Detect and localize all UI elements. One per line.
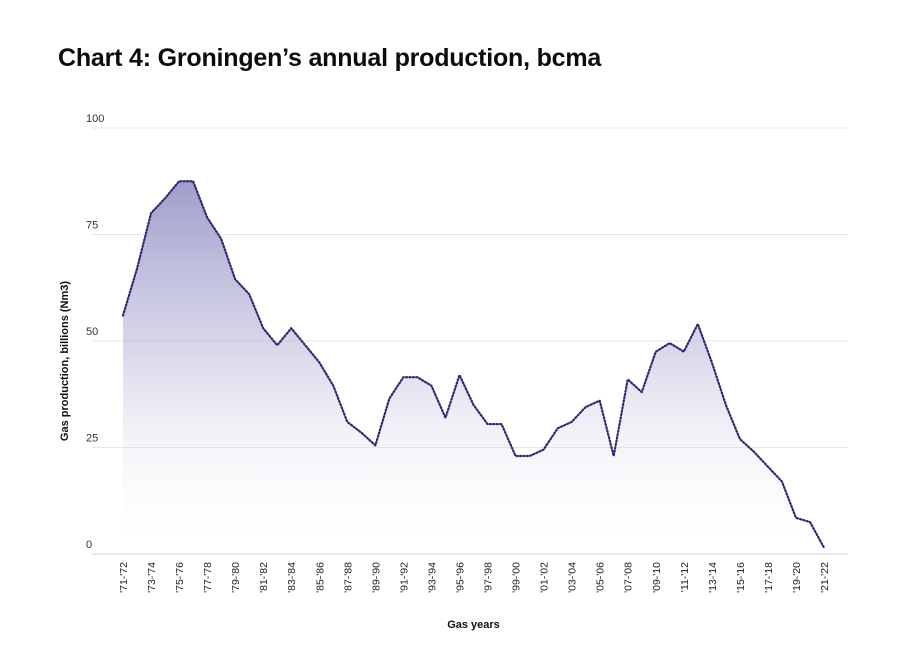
x-tick-label: '05-'06: [595, 562, 607, 593]
data-point: [585, 406, 587, 408]
data-point: [304, 344, 306, 346]
x-tick-label: '81-'82: [258, 562, 270, 593]
data-point: [697, 323, 699, 325]
x-axis-label: Gas years: [447, 619, 500, 631]
data-point: [276, 344, 278, 346]
x-tick-label: '15-'16: [735, 562, 747, 593]
data-point: [164, 197, 166, 199]
x-tick-label: '09-'10: [651, 562, 663, 593]
data-point: [444, 417, 446, 419]
data-point: [290, 327, 292, 329]
x-tick-label: '83-'84: [286, 562, 298, 593]
x-tick-label: '87-'88: [342, 562, 354, 593]
data-point: [487, 423, 489, 425]
x-tick-label: '13-'14: [707, 562, 719, 593]
data-point: [683, 351, 685, 353]
data-point: [739, 438, 741, 440]
data-point: [557, 427, 559, 429]
x-tick-label: '01-'02: [539, 562, 551, 593]
data-point: [473, 404, 475, 406]
x-tick-label: '73-'74: [146, 562, 158, 593]
x-tick-label: '07-'08: [623, 562, 635, 593]
data-point: [374, 444, 376, 446]
data-point: [809, 521, 811, 523]
x-tick-label: '21-'22: [819, 562, 831, 593]
data-point: [725, 404, 727, 406]
data-point: [332, 385, 334, 387]
data-point: [641, 391, 643, 393]
data-point: [150, 212, 152, 214]
data-point: [136, 268, 138, 270]
y-tick-label: 50: [86, 326, 98, 338]
data-point: [543, 449, 545, 451]
x-tick-label: '85-'86: [314, 562, 326, 593]
data-point: [346, 421, 348, 423]
y-tick-label: 75: [86, 220, 98, 232]
data-point: [767, 466, 769, 468]
data-point: [220, 238, 222, 240]
data-point: [571, 421, 573, 423]
data-point: [529, 455, 531, 457]
data-point: [655, 351, 657, 353]
series-line: [121, 180, 826, 549]
data-point: [669, 342, 671, 344]
y-axis-ticks: 0 25 50 75 100: [86, 113, 104, 551]
x-tick-label: '97-'98: [483, 562, 495, 593]
x-tick-label: '03-'04: [567, 562, 579, 593]
x-tick-label: '75-'76: [174, 562, 186, 593]
x-tick-label: '91-'92: [398, 562, 410, 593]
x-tick-label: '93-'94: [426, 562, 438, 593]
chart-title: Chart 4: Groningen’s annual production, …: [58, 44, 602, 72]
data-point: [599, 400, 601, 402]
y-tick-label: 100: [86, 113, 104, 125]
data-point: [753, 451, 755, 453]
data-point: [122, 314, 124, 316]
data-point: [711, 361, 713, 363]
data-point: [206, 216, 208, 218]
series-area: [123, 181, 824, 554]
data-point: [627, 378, 629, 380]
data-point: [781, 481, 783, 483]
x-axis-ticks: '71-'72 '73-'74 '75-'76 '77-'78 '79-'80 '81-'…: [118, 562, 831, 593]
data-point: [248, 293, 250, 295]
data-point: [515, 455, 517, 457]
x-tick-label: '79-'80: [230, 562, 242, 593]
data-point: [430, 385, 432, 387]
x-tick-label: '89-'90: [370, 562, 382, 593]
data-point: [416, 376, 418, 378]
data-point: [501, 423, 503, 425]
data-point: [388, 398, 390, 400]
data-point: [795, 517, 797, 519]
x-tick-label: '95-'96: [454, 562, 466, 593]
data-point: [318, 361, 320, 363]
data-point: [178, 180, 180, 182]
data-point: [360, 432, 362, 434]
data-point: [613, 455, 615, 457]
data-point: [192, 180, 194, 182]
x-tick-label: '71-'72: [118, 562, 130, 593]
x-tick-label: '11-'12: [679, 562, 691, 592]
y-tick-label: 25: [86, 433, 98, 445]
y-axis-label: Gas production, billions (Nm3): [59, 281, 71, 441]
data-point: [823, 547, 825, 549]
data-point: [458, 374, 460, 376]
data-point: [402, 376, 404, 378]
x-tick-label: '99-'00: [511, 562, 523, 593]
data-point: [234, 278, 236, 280]
data-point: [262, 327, 264, 329]
x-tick-label: '17-'18: [763, 562, 775, 593]
y-tick-label: 0: [86, 539, 92, 551]
x-tick-label: '19-'20: [791, 562, 803, 593]
x-tick-label: '77-'78: [202, 562, 214, 593]
